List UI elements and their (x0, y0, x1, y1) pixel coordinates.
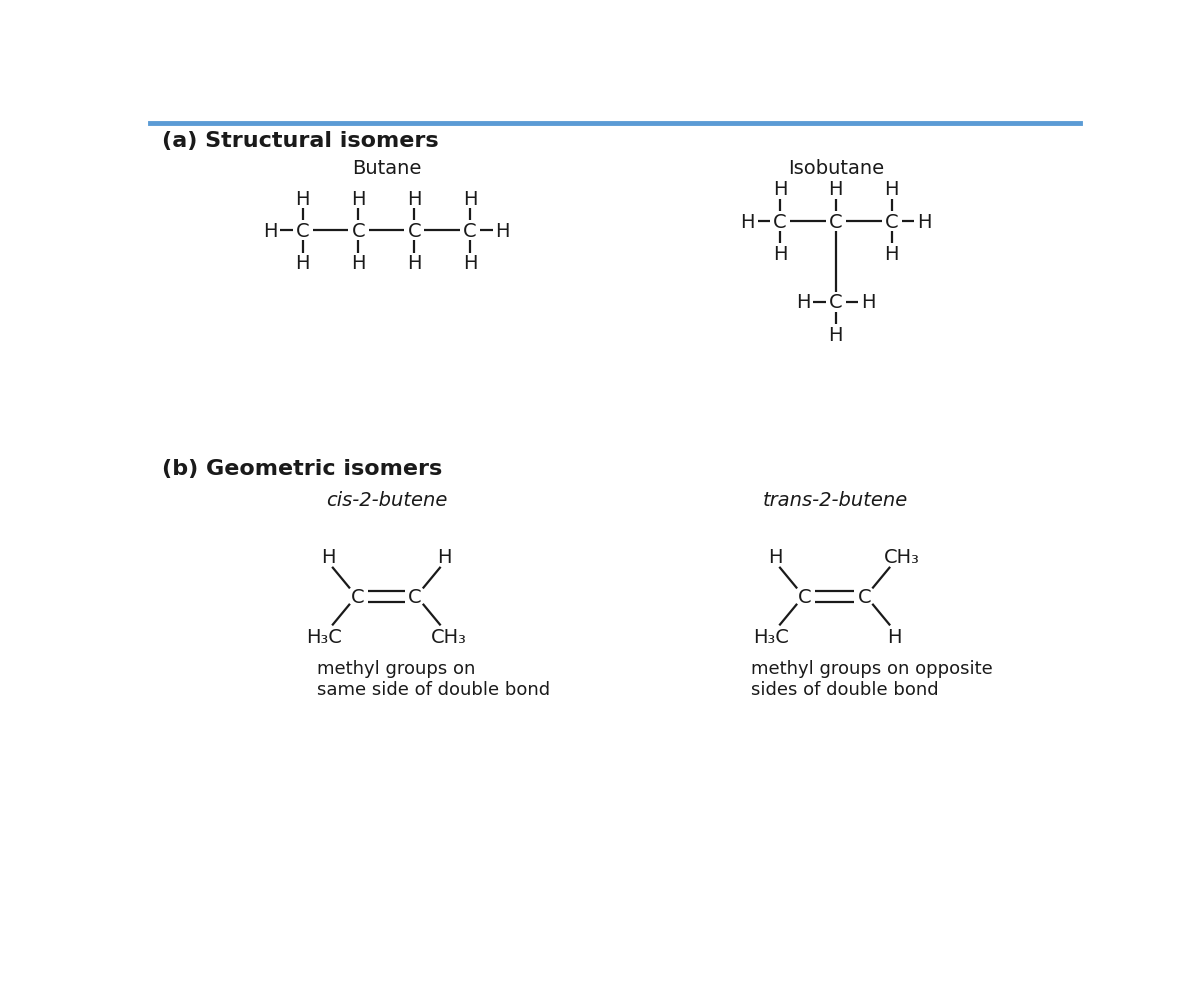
Text: H: H (352, 190, 366, 209)
Text: C: C (884, 213, 899, 232)
Text: cis-2-butene: cis-2-butene (325, 490, 448, 510)
Text: H: H (884, 181, 899, 199)
Text: C: C (408, 222, 421, 241)
Text: (b) Geometric isomers: (b) Geometric isomers (162, 458, 442, 478)
Text: H: H (773, 181, 787, 199)
Text: H: H (437, 547, 451, 566)
Text: H₃C: H₃C (754, 628, 790, 647)
Text: CH₃: CH₃ (431, 628, 467, 647)
Text: C: C (408, 587, 422, 606)
Text: H: H (295, 190, 310, 209)
Text: C: C (829, 213, 842, 232)
Text: H: H (796, 293, 810, 312)
Text: methyl groups on
same side of double bond: methyl groups on same side of double bon… (317, 659, 550, 698)
Text: CH₃: CH₃ (884, 547, 919, 566)
Text: (a) Structural isomers: (a) Structural isomers (162, 130, 438, 150)
Text: H: H (768, 547, 782, 566)
Text: H: H (463, 190, 478, 209)
Text: H: H (352, 254, 366, 273)
Text: H₃C: H₃C (306, 628, 342, 647)
Text: H: H (829, 326, 844, 344)
Text: H: H (295, 254, 310, 273)
Text: C: C (798, 587, 811, 606)
Text: C: C (352, 222, 365, 241)
Text: H: H (773, 245, 787, 264)
Text: H: H (917, 213, 931, 232)
Text: C: C (350, 587, 365, 606)
Text: H: H (862, 293, 876, 312)
Text: C: C (773, 213, 787, 232)
Text: H: H (884, 245, 899, 264)
Text: Isobutane: Isobutane (788, 158, 884, 178)
Text: H: H (887, 628, 901, 647)
Text: H: H (740, 213, 755, 232)
Text: Butane: Butane (352, 158, 421, 178)
Text: H: H (322, 547, 336, 566)
Text: C: C (829, 293, 842, 312)
Text: C: C (463, 222, 476, 241)
Text: H: H (829, 181, 844, 199)
Text: trans-2-butene: trans-2-butene (763, 490, 908, 510)
Text: H: H (407, 190, 421, 209)
Text: H: H (407, 254, 421, 273)
Text: H: H (463, 254, 478, 273)
Text: methyl groups on opposite
sides of double bond: methyl groups on opposite sides of doubl… (751, 659, 992, 698)
Text: H: H (496, 222, 510, 241)
Text: C: C (858, 587, 871, 606)
Text: H: H (263, 222, 277, 241)
Text: C: C (296, 222, 310, 241)
